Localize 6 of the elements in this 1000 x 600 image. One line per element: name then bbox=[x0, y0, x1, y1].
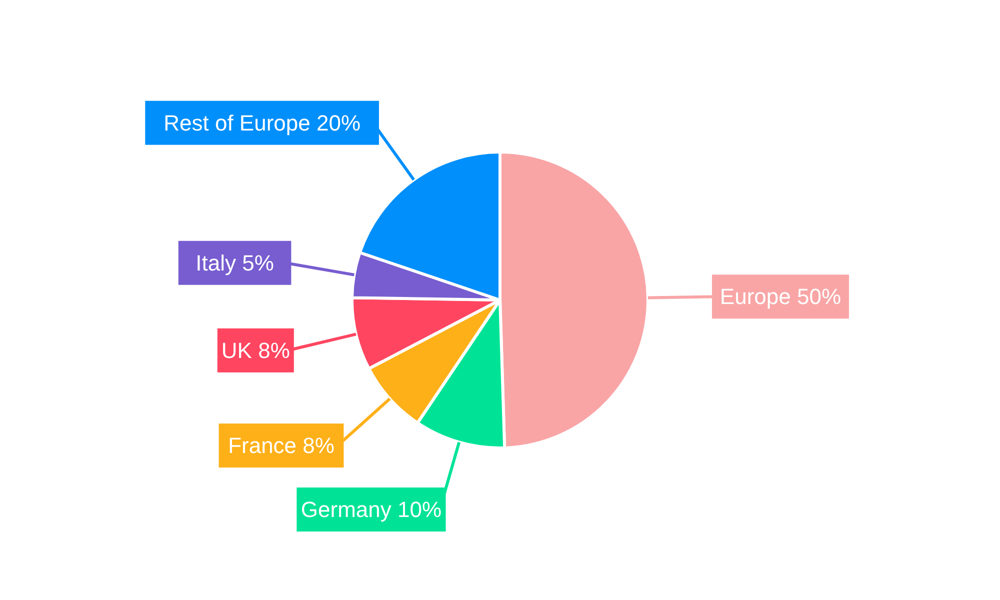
slice-label: Italy 5% bbox=[196, 250, 274, 276]
slice-label: France 8% bbox=[228, 433, 334, 458]
slice-label: Germany 10% bbox=[300, 497, 442, 522]
slice-label: UK 8% bbox=[221, 338, 290, 363]
slice-label: Europe 50% bbox=[720, 284, 842, 310]
slice-label: Rest of Europe 20% bbox=[164, 110, 361, 136]
